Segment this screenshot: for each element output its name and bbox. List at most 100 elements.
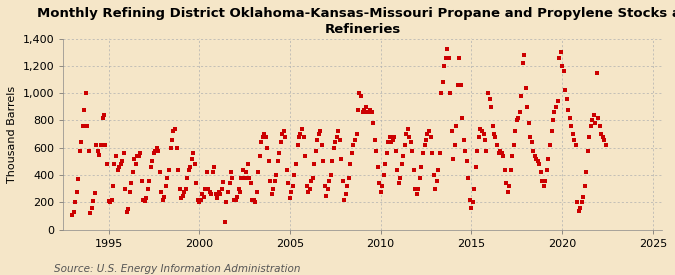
Point bbox=[419, 143, 430, 147]
Point bbox=[430, 187, 441, 191]
Point bbox=[141, 196, 152, 200]
Point bbox=[533, 159, 543, 164]
Point bbox=[489, 132, 500, 136]
Point bbox=[105, 200, 115, 205]
Point bbox=[95, 143, 106, 147]
Point bbox=[520, 86, 531, 90]
Point bbox=[336, 156, 347, 161]
Point bbox=[344, 176, 354, 180]
Point bbox=[458, 138, 469, 142]
Point bbox=[279, 129, 290, 134]
Point bbox=[573, 208, 584, 213]
Point bbox=[493, 151, 504, 155]
Point bbox=[392, 167, 403, 172]
Point bbox=[230, 197, 241, 202]
Point bbox=[132, 154, 142, 158]
Point bbox=[238, 167, 248, 172]
Point bbox=[122, 210, 132, 214]
Point bbox=[310, 148, 321, 153]
Point bbox=[524, 121, 535, 125]
Point bbox=[578, 195, 589, 199]
Point bbox=[483, 91, 493, 95]
Point bbox=[223, 189, 234, 194]
Point bbox=[109, 162, 120, 166]
Point bbox=[189, 162, 200, 166]
Point bbox=[300, 154, 310, 158]
Point bbox=[67, 213, 78, 217]
Point bbox=[398, 154, 409, 158]
Point bbox=[499, 167, 510, 172]
Point bbox=[437, 80, 448, 84]
Point bbox=[130, 162, 141, 166]
Point bbox=[281, 167, 292, 172]
Point bbox=[475, 126, 486, 131]
Point bbox=[318, 159, 329, 164]
Point bbox=[90, 191, 101, 195]
Point bbox=[497, 154, 508, 158]
Point bbox=[76, 140, 86, 145]
Point bbox=[451, 124, 462, 128]
Point bbox=[219, 219, 230, 224]
Point bbox=[327, 159, 338, 164]
Point bbox=[112, 167, 123, 172]
Point bbox=[408, 167, 419, 172]
Point bbox=[91, 143, 102, 147]
Point bbox=[129, 156, 140, 161]
Point bbox=[301, 184, 312, 188]
Point bbox=[161, 184, 171, 188]
Point bbox=[579, 184, 590, 188]
Point bbox=[551, 104, 562, 109]
Point bbox=[128, 170, 138, 175]
Point bbox=[384, 135, 395, 139]
Point bbox=[315, 129, 325, 134]
Point bbox=[510, 129, 520, 134]
Point bbox=[304, 187, 315, 191]
Point bbox=[70, 200, 81, 205]
Point bbox=[452, 83, 463, 87]
Point bbox=[396, 162, 407, 166]
Point bbox=[163, 167, 174, 172]
Point bbox=[363, 110, 374, 114]
Point bbox=[406, 140, 416, 145]
Point bbox=[445, 91, 456, 95]
Point bbox=[221, 200, 232, 205]
Point bbox=[342, 184, 353, 188]
Point bbox=[140, 199, 151, 203]
Text: Source: U.S. Energy Information Administration: Source: U.S. Energy Information Administ… bbox=[54, 264, 300, 274]
Point bbox=[167, 138, 178, 142]
Point bbox=[506, 167, 516, 172]
Point bbox=[126, 181, 136, 186]
Point bbox=[294, 135, 304, 139]
Point bbox=[203, 187, 214, 191]
Point bbox=[267, 192, 277, 196]
Point bbox=[188, 151, 198, 155]
Point bbox=[236, 176, 247, 180]
Point bbox=[508, 143, 519, 147]
Point bbox=[522, 104, 533, 109]
Point bbox=[519, 53, 530, 57]
Point bbox=[68, 210, 79, 214]
Point bbox=[517, 61, 528, 65]
Point bbox=[155, 170, 165, 175]
Point bbox=[177, 193, 188, 198]
Point bbox=[552, 99, 563, 104]
Point bbox=[348, 143, 359, 147]
Point bbox=[274, 151, 285, 155]
Point bbox=[227, 176, 238, 180]
Point bbox=[507, 154, 518, 158]
Point bbox=[416, 165, 427, 169]
Point bbox=[118, 151, 129, 155]
Point bbox=[557, 64, 568, 68]
Point bbox=[334, 138, 345, 142]
Point bbox=[152, 145, 163, 150]
Point bbox=[240, 170, 251, 175]
Point bbox=[290, 162, 301, 166]
Point bbox=[495, 148, 506, 153]
Point bbox=[156, 189, 167, 194]
Point bbox=[145, 165, 156, 169]
Point bbox=[292, 143, 303, 147]
Point bbox=[331, 135, 342, 139]
Point bbox=[563, 107, 574, 112]
Point bbox=[525, 135, 536, 139]
Point bbox=[340, 192, 351, 196]
